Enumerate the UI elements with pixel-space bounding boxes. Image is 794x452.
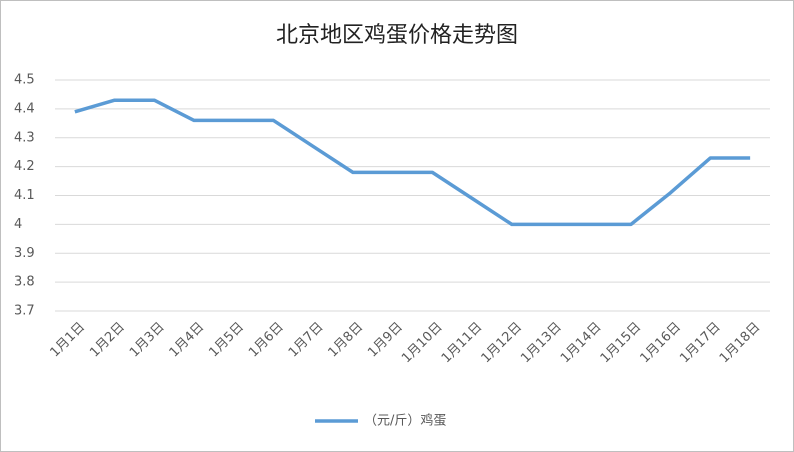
y-tick-label: 4.5	[14, 73, 35, 88]
y-tick-label: 4.1	[14, 188, 35, 203]
y-tick-label: 4	[14, 217, 22, 232]
y-tick-label: 3.8	[14, 275, 35, 290]
chart-title: 北京地区鸡蛋价格走势图	[276, 23, 518, 48]
legend-label: （元/斤）鸡蛋	[364, 413, 446, 429]
y-tick-label: 4.2	[14, 159, 35, 174]
y-tick-label: 4.3	[14, 130, 35, 145]
y-tick-label: 4.4	[14, 101, 35, 116]
y-tick-label: 3.7	[14, 304, 35, 319]
data-line	[74, 98, 751, 227]
y-tick-label: 3.9	[14, 246, 35, 261]
